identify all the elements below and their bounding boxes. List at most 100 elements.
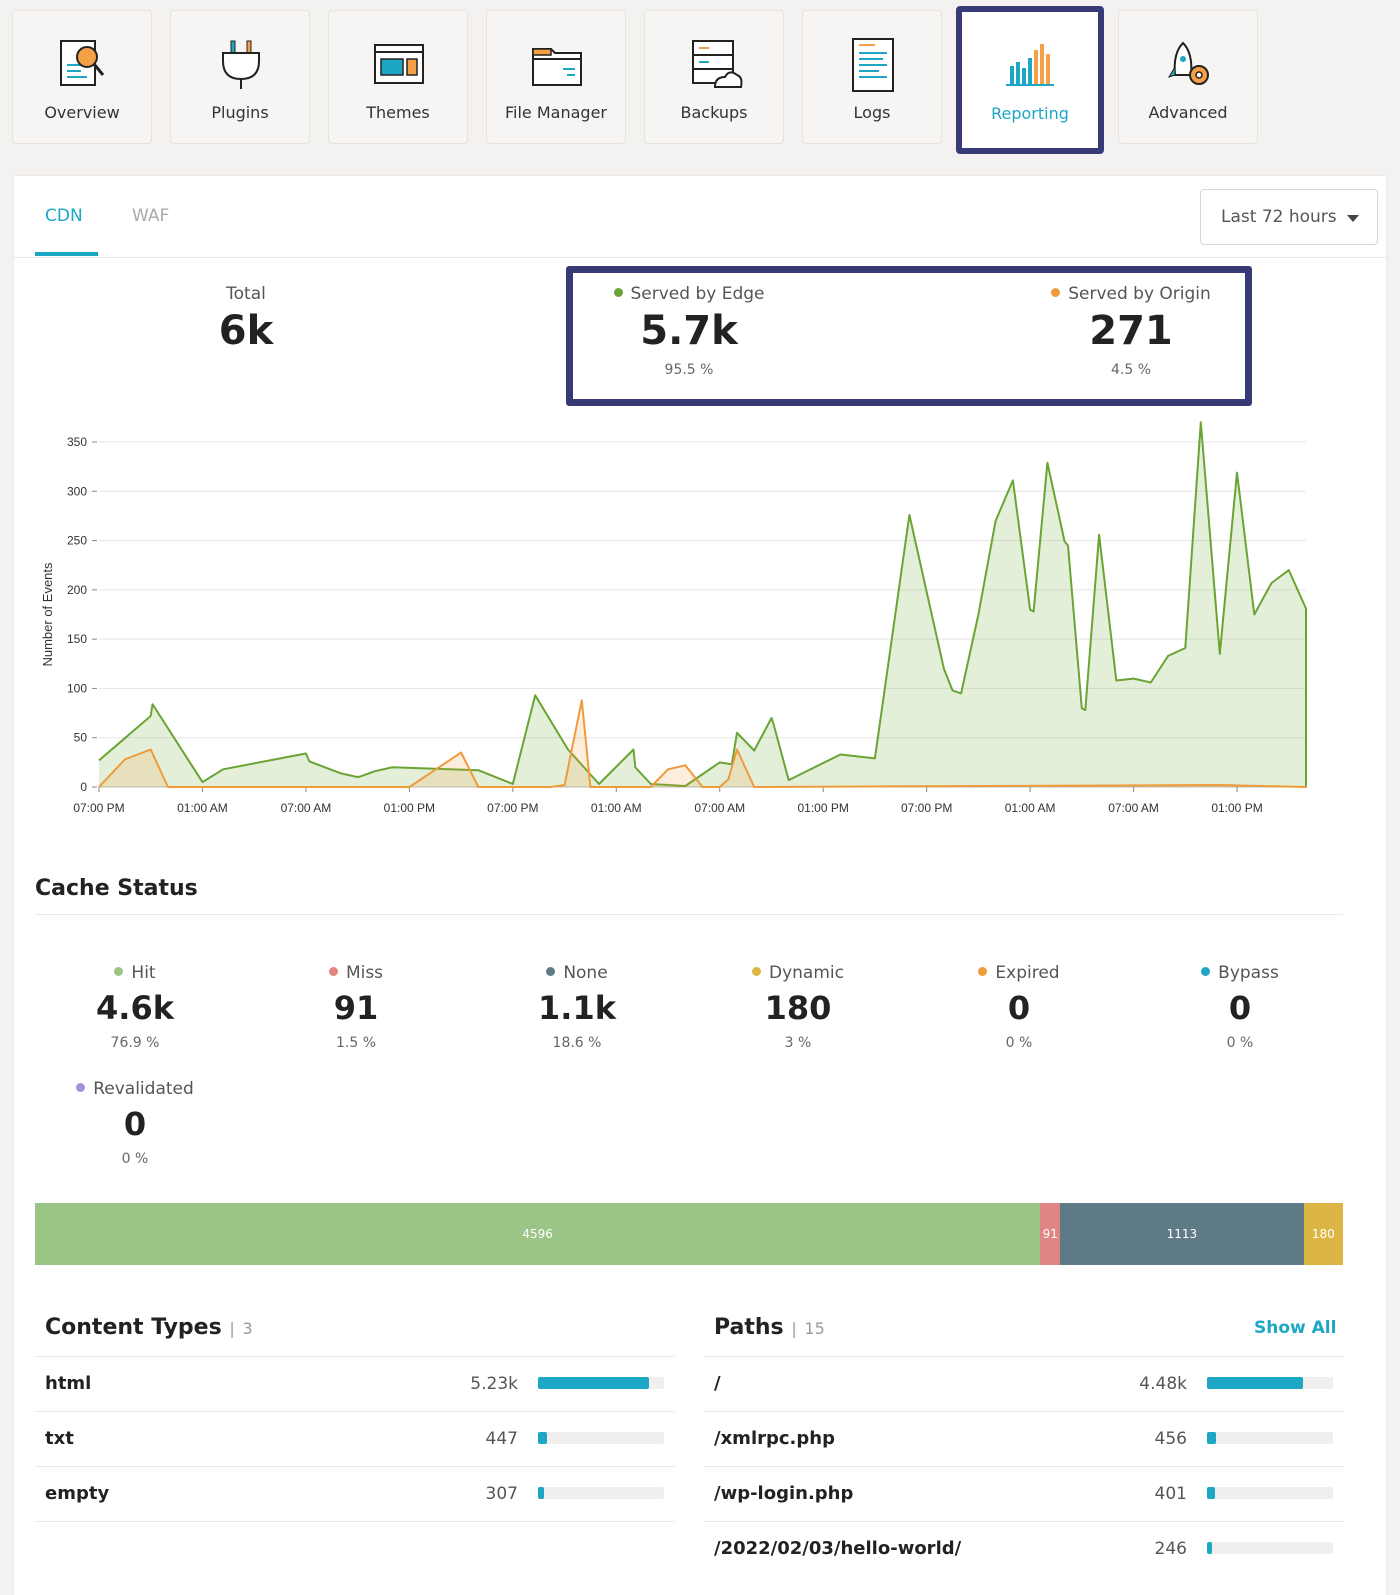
stack-segment-none: 1113	[1060, 1203, 1304, 1265]
list-item: empty 307	[35, 1467, 675, 1522]
nav-tile-themes[interactable]: Themes	[328, 10, 468, 144]
row-label: empty	[45, 1483, 110, 1504]
bar-chart-icon	[1006, 44, 1054, 86]
row-label: /2022/02/03/hello-world/	[714, 1538, 962, 1559]
list-item: txt 447	[35, 1412, 675, 1467]
cache-stat-percent: 0 %	[121, 1151, 149, 1167]
cache-status-stacked-bar: 4596 91 1113 180	[35, 1203, 1343, 1265]
x-tick-label: 01:00 AM	[591, 801, 642, 815]
cache-stat-value: 180	[764, 989, 832, 1027]
cache-status-title: Cache Status	[35, 876, 198, 901]
time-range-value: Last 72 hours	[1221, 207, 1337, 227]
row-value: 447	[485, 1429, 518, 1449]
stat-percent: 95.5 %	[664, 362, 714, 378]
row-label: /xmlrpc.php	[714, 1428, 835, 1449]
nav-tile-plugins[interactable]: Plugins	[170, 10, 310, 144]
x-tick-label: 07:00 PM	[73, 801, 124, 815]
x-tick-label: 01:00 PM	[384, 801, 435, 815]
row-bar	[538, 1432, 664, 1444]
top-nav: Overview Plugins Themes File Manager	[12, 6, 1312, 154]
row-bar-fill	[1207, 1377, 1303, 1389]
row-label: /wp-login.php	[714, 1483, 854, 1504]
x-tick-label: 07:00 AM	[1108, 801, 1159, 815]
cache-stat-value: 1.1k	[538, 989, 616, 1027]
row-value: 5.23k	[470, 1374, 518, 1394]
tab-waf[interactable]: WAF	[132, 206, 170, 226]
list-item: html 5.23k	[35, 1357, 675, 1412]
paths-count-separator: |	[791, 1319, 797, 1338]
tab-cdn[interactable]: CDN	[45, 206, 83, 226]
cache-stat-label: Bypass	[1218, 963, 1279, 983]
cache-stat-dynamic: Dynamic 180 3 %	[708, 963, 888, 1051]
cache-stat-value: 0	[123, 1105, 147, 1143]
cache-stat-label: None	[563, 963, 608, 983]
paths-heading: Paths	[714, 1315, 784, 1340]
row-value: 307	[485, 1484, 518, 1504]
row-bar	[1207, 1487, 1333, 1499]
cache-stat-percent: 3 %	[784, 1035, 812, 1051]
show-all-link[interactable]: Show All	[1254, 1318, 1337, 1338]
stat-value: 271	[1089, 308, 1173, 354]
server-cloud-icon	[692, 40, 743, 88]
nav-tile-backups[interactable]: Backups	[644, 10, 784, 144]
stat-served-by-origin: Served by Origin 271 4.5 %	[1031, 284, 1231, 378]
y-tick-label: 250	[67, 534, 87, 548]
row-value: 246	[1154, 1539, 1187, 1559]
expired-legend-dot	[978, 966, 988, 976]
nav-tile-label: Backups	[680, 103, 748, 122]
stat-label: Served by Origin	[1068, 284, 1211, 304]
cache-stat-value: 91	[333, 989, 379, 1027]
content-types-count-separator: |	[229, 1319, 235, 1338]
x-tick-label: 01:00 PM	[1211, 801, 1262, 815]
x-tick-label: 07:00 AM	[281, 801, 332, 815]
cache-stat-percent: 0 %	[1005, 1035, 1033, 1051]
y-tick-label: 150	[67, 632, 87, 646]
row-bar-fill	[538, 1487, 545, 1499]
nav-tile-label: Advanced	[1148, 103, 1228, 122]
row-bar	[538, 1377, 664, 1389]
cache-stat-hit: Hit 4.6k 76.9 %	[45, 963, 225, 1051]
nav-tile-logs[interactable]: Logs	[802, 10, 942, 144]
row-bar	[1207, 1377, 1333, 1389]
y-axis-label: Number of Events	[40, 562, 55, 667]
folder-icon	[532, 48, 582, 86]
row-bar-fill	[538, 1377, 649, 1389]
x-tick-label: 01:00 AM	[1005, 801, 1056, 815]
nav-tile-advanced[interactable]: Advanced	[1118, 10, 1258, 144]
miss-legend-dot	[328, 966, 338, 976]
x-tick-label: 07:00 PM	[901, 801, 952, 815]
nav-tile-label: Overview	[44, 103, 120, 122]
divider	[35, 1356, 675, 1357]
row-label: /	[714, 1373, 721, 1394]
caret-down-icon	[1347, 215, 1359, 222]
series-area-served-by-edge	[99, 422, 1306, 787]
themes-window-icon	[374, 44, 424, 84]
x-tick-label: 01:00 AM	[177, 801, 228, 815]
stat-total: Total 6k	[146, 284, 346, 354]
cache-stat-label: Expired	[995, 963, 1060, 983]
cache-stat-percent: 0 %	[1226, 1035, 1254, 1051]
series-line-served-by-edge	[98, 421, 1307, 787]
time-range-select[interactable]: Last 72 hours	[1200, 189, 1378, 245]
stack-segment-hit: 4596	[35, 1203, 1041, 1265]
report-panel: CDN WAF Last 72 hours Total 6k Served by…	[13, 175, 1388, 1595]
revalidated-legend-dot	[76, 1082, 86, 1092]
nav-tile-label: Logs	[853, 103, 891, 122]
x-tick-label: 01:00 PM	[798, 801, 849, 815]
paths-title: Paths | 15	[714, 1315, 825, 1340]
row-bar-fill	[1207, 1542, 1213, 1554]
cache-stat-value: 0	[1228, 989, 1252, 1027]
cache-stat-revalidated: Revalidated 0 0 %	[45, 1079, 225, 1167]
nav-tile-overview[interactable]: Overview	[12, 10, 152, 144]
nav-tile-file-manager[interactable]: File Manager	[486, 10, 626, 144]
stat-value: 5.7k	[640, 308, 738, 354]
stat-label: Total	[226, 284, 266, 304]
edge-origin-highlight	[566, 266, 1252, 406]
stat-label: Served by Edge	[630, 284, 765, 304]
nav-tile-reporting[interactable]: Reporting	[956, 6, 1104, 154]
row-bar-fill	[1207, 1487, 1216, 1499]
cache-stat-bypass: Bypass 0 0 %	[1150, 963, 1330, 1051]
list-item: /xmlrpc.php 456	[704, 1412, 1344, 1467]
cache-stat-none: None 1.1k 18.6 %	[487, 963, 667, 1051]
row-bar	[538, 1487, 664, 1499]
